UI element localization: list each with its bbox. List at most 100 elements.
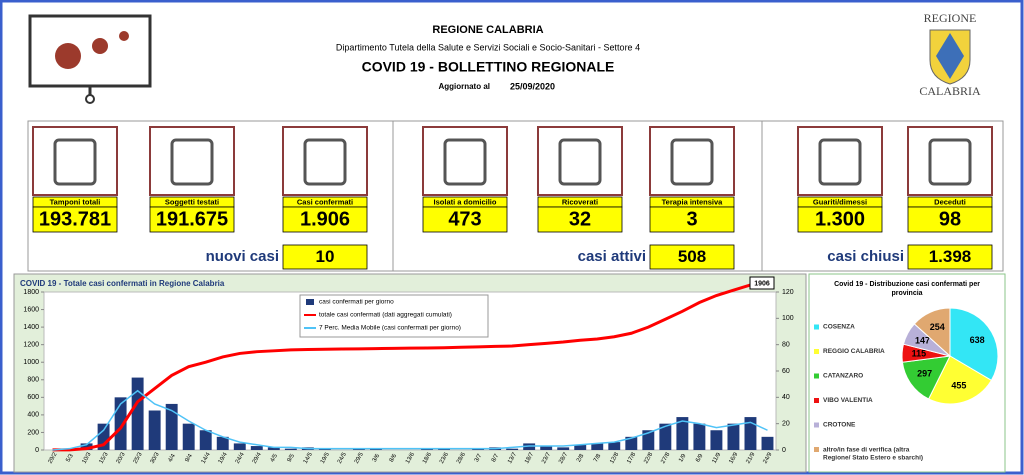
legend-swatch [814, 324, 819, 330]
legend-swatch [814, 349, 819, 354]
line [52, 281, 768, 452]
bar [216, 436, 229, 450]
bar [165, 403, 178, 450]
x-tick-label: 13/7 [507, 451, 518, 465]
x-tick-label: 19/5 [320, 451, 331, 465]
end-label: 1906 [754, 280, 770, 287]
bar [199, 430, 212, 450]
pie-title-line: provincia [891, 290, 922, 297]
y-tick-label: 600 [27, 394, 39, 401]
kpi-value: 193.781 [39, 208, 111, 230]
bar [114, 397, 127, 450]
slice-label: 297 [917, 368, 932, 378]
legend-label: CROTONE [823, 422, 856, 429]
kpi-value-box [32, 206, 118, 233]
legend-box [299, 294, 489, 338]
slice-label: 115 [912, 349, 927, 359]
y-tick-label: 800 [27, 377, 39, 384]
x-tick-label: 24/5 [337, 451, 348, 465]
kpi-icon [558, 138, 602, 186]
x-tick-label: 8/6 [389, 453, 399, 464]
bar [233, 443, 246, 450]
x-tick-label: 1/9 [678, 453, 688, 464]
pie-slice [913, 307, 951, 358]
slice-label: 147 [915, 336, 930, 346]
slice-label: 638 [970, 335, 985, 345]
y-tick-label: 1600 [23, 306, 39, 313]
legend-label: CATANZARO [823, 373, 863, 380]
x-tick-label: 9/5 [287, 453, 297, 464]
kpi-value: 1.906 [300, 208, 350, 230]
virus-icon [28, 14, 152, 104]
kpi-value-box [282, 206, 368, 233]
summary-label: casi attivi [578, 248, 646, 265]
x-tick-label: 19/4 [218, 451, 229, 465]
legend-label: casi confermati per giorno [319, 299, 394, 306]
bar [693, 423, 706, 450]
kpi-value-box [649, 206, 735, 233]
bar [284, 448, 297, 450]
bar [625, 436, 638, 450]
x-tick-label: 28/7 [558, 451, 569, 465]
kpi-icon [818, 138, 862, 186]
x-tick-label: 4/4 [167, 453, 177, 464]
kpi-icon [53, 138, 97, 186]
kpi-value: 1.300 [815, 208, 865, 230]
legend-label: altro/in fase di verifica (altra Regione/… [823, 446, 923, 461]
kpi-value-box [797, 206, 883, 233]
x-tick-label: 9/4 [185, 453, 195, 464]
logo-bottom: CALABRIA [919, 84, 981, 98]
summary-value: 1.398 [929, 247, 972, 266]
kpi-value-box [149, 206, 235, 233]
updated-date: 25/09/2020 [510, 81, 555, 91]
summary-value: 508 [678, 247, 706, 266]
pie-slice [949, 307, 999, 382]
end-label-box [749, 276, 775, 290]
kpi-value: 32 [569, 208, 591, 230]
y2-tick-label: 120 [782, 289, 794, 296]
kpi-value-box [422, 206, 508, 233]
x-tick-label: 16/9 [728, 451, 739, 465]
kpi-value: 473 [448, 208, 481, 230]
y-tick-label: 0 [35, 447, 39, 454]
x-tick-label: 30/3 [150, 451, 161, 465]
legend-swatch [814, 398, 819, 403]
summary-box [907, 244, 993, 270]
x-tick-label: 14/4 [201, 451, 212, 465]
kpi-icon [443, 138, 487, 186]
y2-tick-label: 100 [782, 315, 794, 322]
bar [744, 417, 757, 450]
kpi-value: 3 [686, 208, 697, 230]
kpi-label: Terapia intensiva [662, 197, 724, 206]
kpi-icon [928, 138, 972, 186]
kpi-value: 191.675 [156, 208, 228, 230]
kpi-label: Deceduti [934, 197, 966, 206]
summary-box [282, 244, 368, 270]
bar [97, 423, 110, 450]
bar [591, 443, 604, 450]
x-tick-label: 25/3 [133, 451, 144, 465]
bar [727, 423, 740, 450]
kpi-value-box [537, 206, 623, 233]
x-tick-label: 20/3 [116, 451, 127, 465]
y2-tick-label: 20 [782, 421, 790, 428]
kpi-icon [303, 138, 347, 186]
x-tick-label: 6/9 [695, 453, 705, 464]
bar [540, 446, 553, 450]
kpi-label: Guariti/dimessi [813, 197, 867, 206]
y-tick-label: 200 [27, 429, 39, 436]
region-logo [929, 29, 971, 85]
legend-label: COSENZA [823, 324, 855, 331]
bar [131, 377, 144, 450]
x-tick-label: 18/7 [524, 451, 535, 465]
legend-label-line: altro/in fase di verifica (altra [823, 446, 910, 453]
line [52, 389, 768, 451]
y2-tick-label: 40 [782, 394, 790, 401]
x-tick-label: 29/4 [252, 451, 263, 465]
bar [182, 423, 195, 450]
y-tick-label: 400 [27, 412, 39, 419]
bar [710, 430, 723, 450]
bar [642, 430, 655, 450]
x-tick-label: 29/2 [47, 451, 58, 465]
